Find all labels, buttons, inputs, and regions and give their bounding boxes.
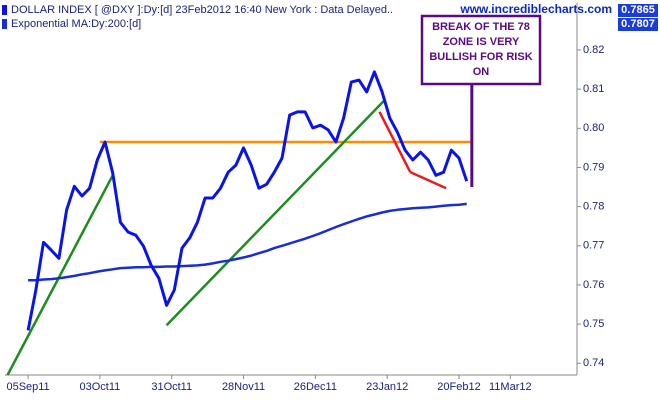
y-tick-label: 0.80 xyxy=(583,122,604,134)
x-tick-label: 26Dec11 xyxy=(294,381,337,393)
trend-line xyxy=(165,99,386,327)
y-tick-label: 0.79 xyxy=(583,161,604,173)
y-tick-label: 0.74 xyxy=(583,357,604,369)
annotation-box xyxy=(420,14,542,86)
y-tick-label: 0.82 xyxy=(583,44,604,56)
last-value: 0.7807 xyxy=(621,18,655,30)
annotation-text: ON xyxy=(473,66,490,78)
legend-swatch xyxy=(2,5,7,15)
legend-label: Exponential MA:Dy:200:[d] xyxy=(11,18,141,30)
legend-swatch xyxy=(2,19,7,29)
y-tick-label: 0.78 xyxy=(583,201,604,213)
last-value: 0.7865 xyxy=(621,4,655,16)
y-tick-label: 0.75 xyxy=(583,318,604,330)
x-tick-label: 05Sep11 xyxy=(6,381,49,393)
x-tick-label: 20Feb12 xyxy=(437,381,480,393)
y-tick-label: 0.81 xyxy=(583,83,604,95)
x-tick-label: 11Mar12 xyxy=(489,381,532,393)
trend-line xyxy=(378,111,412,173)
series-line xyxy=(26,70,469,331)
y-tick-label: 0.76 xyxy=(583,279,604,291)
x-tick-label: 03Oct11 xyxy=(80,381,121,393)
last-value-box xyxy=(618,4,658,17)
legend-label: DOLLAR INDEX [ @DXY ]:Dy:[d] 23Feb2012 1… xyxy=(11,4,393,16)
last-value-box xyxy=(618,18,658,31)
x-tick-label: 23Jan12 xyxy=(366,381,408,393)
series-line xyxy=(28,202,467,282)
y-tick-label: 0.77 xyxy=(583,240,604,252)
annotation-text: BULLISH FOR RISK xyxy=(429,51,532,63)
watermark: www.incrediblecharts.com xyxy=(459,2,612,16)
x-tick-label: 31Oct11 xyxy=(151,381,192,393)
annotation-text: ZONE IS VERY xyxy=(443,36,520,48)
x-tick-label: 28Nov11 xyxy=(222,381,265,393)
trend-line xyxy=(6,174,114,376)
annotation-text: BREAK OF THE 78 xyxy=(432,21,530,33)
trend-line xyxy=(409,171,447,190)
